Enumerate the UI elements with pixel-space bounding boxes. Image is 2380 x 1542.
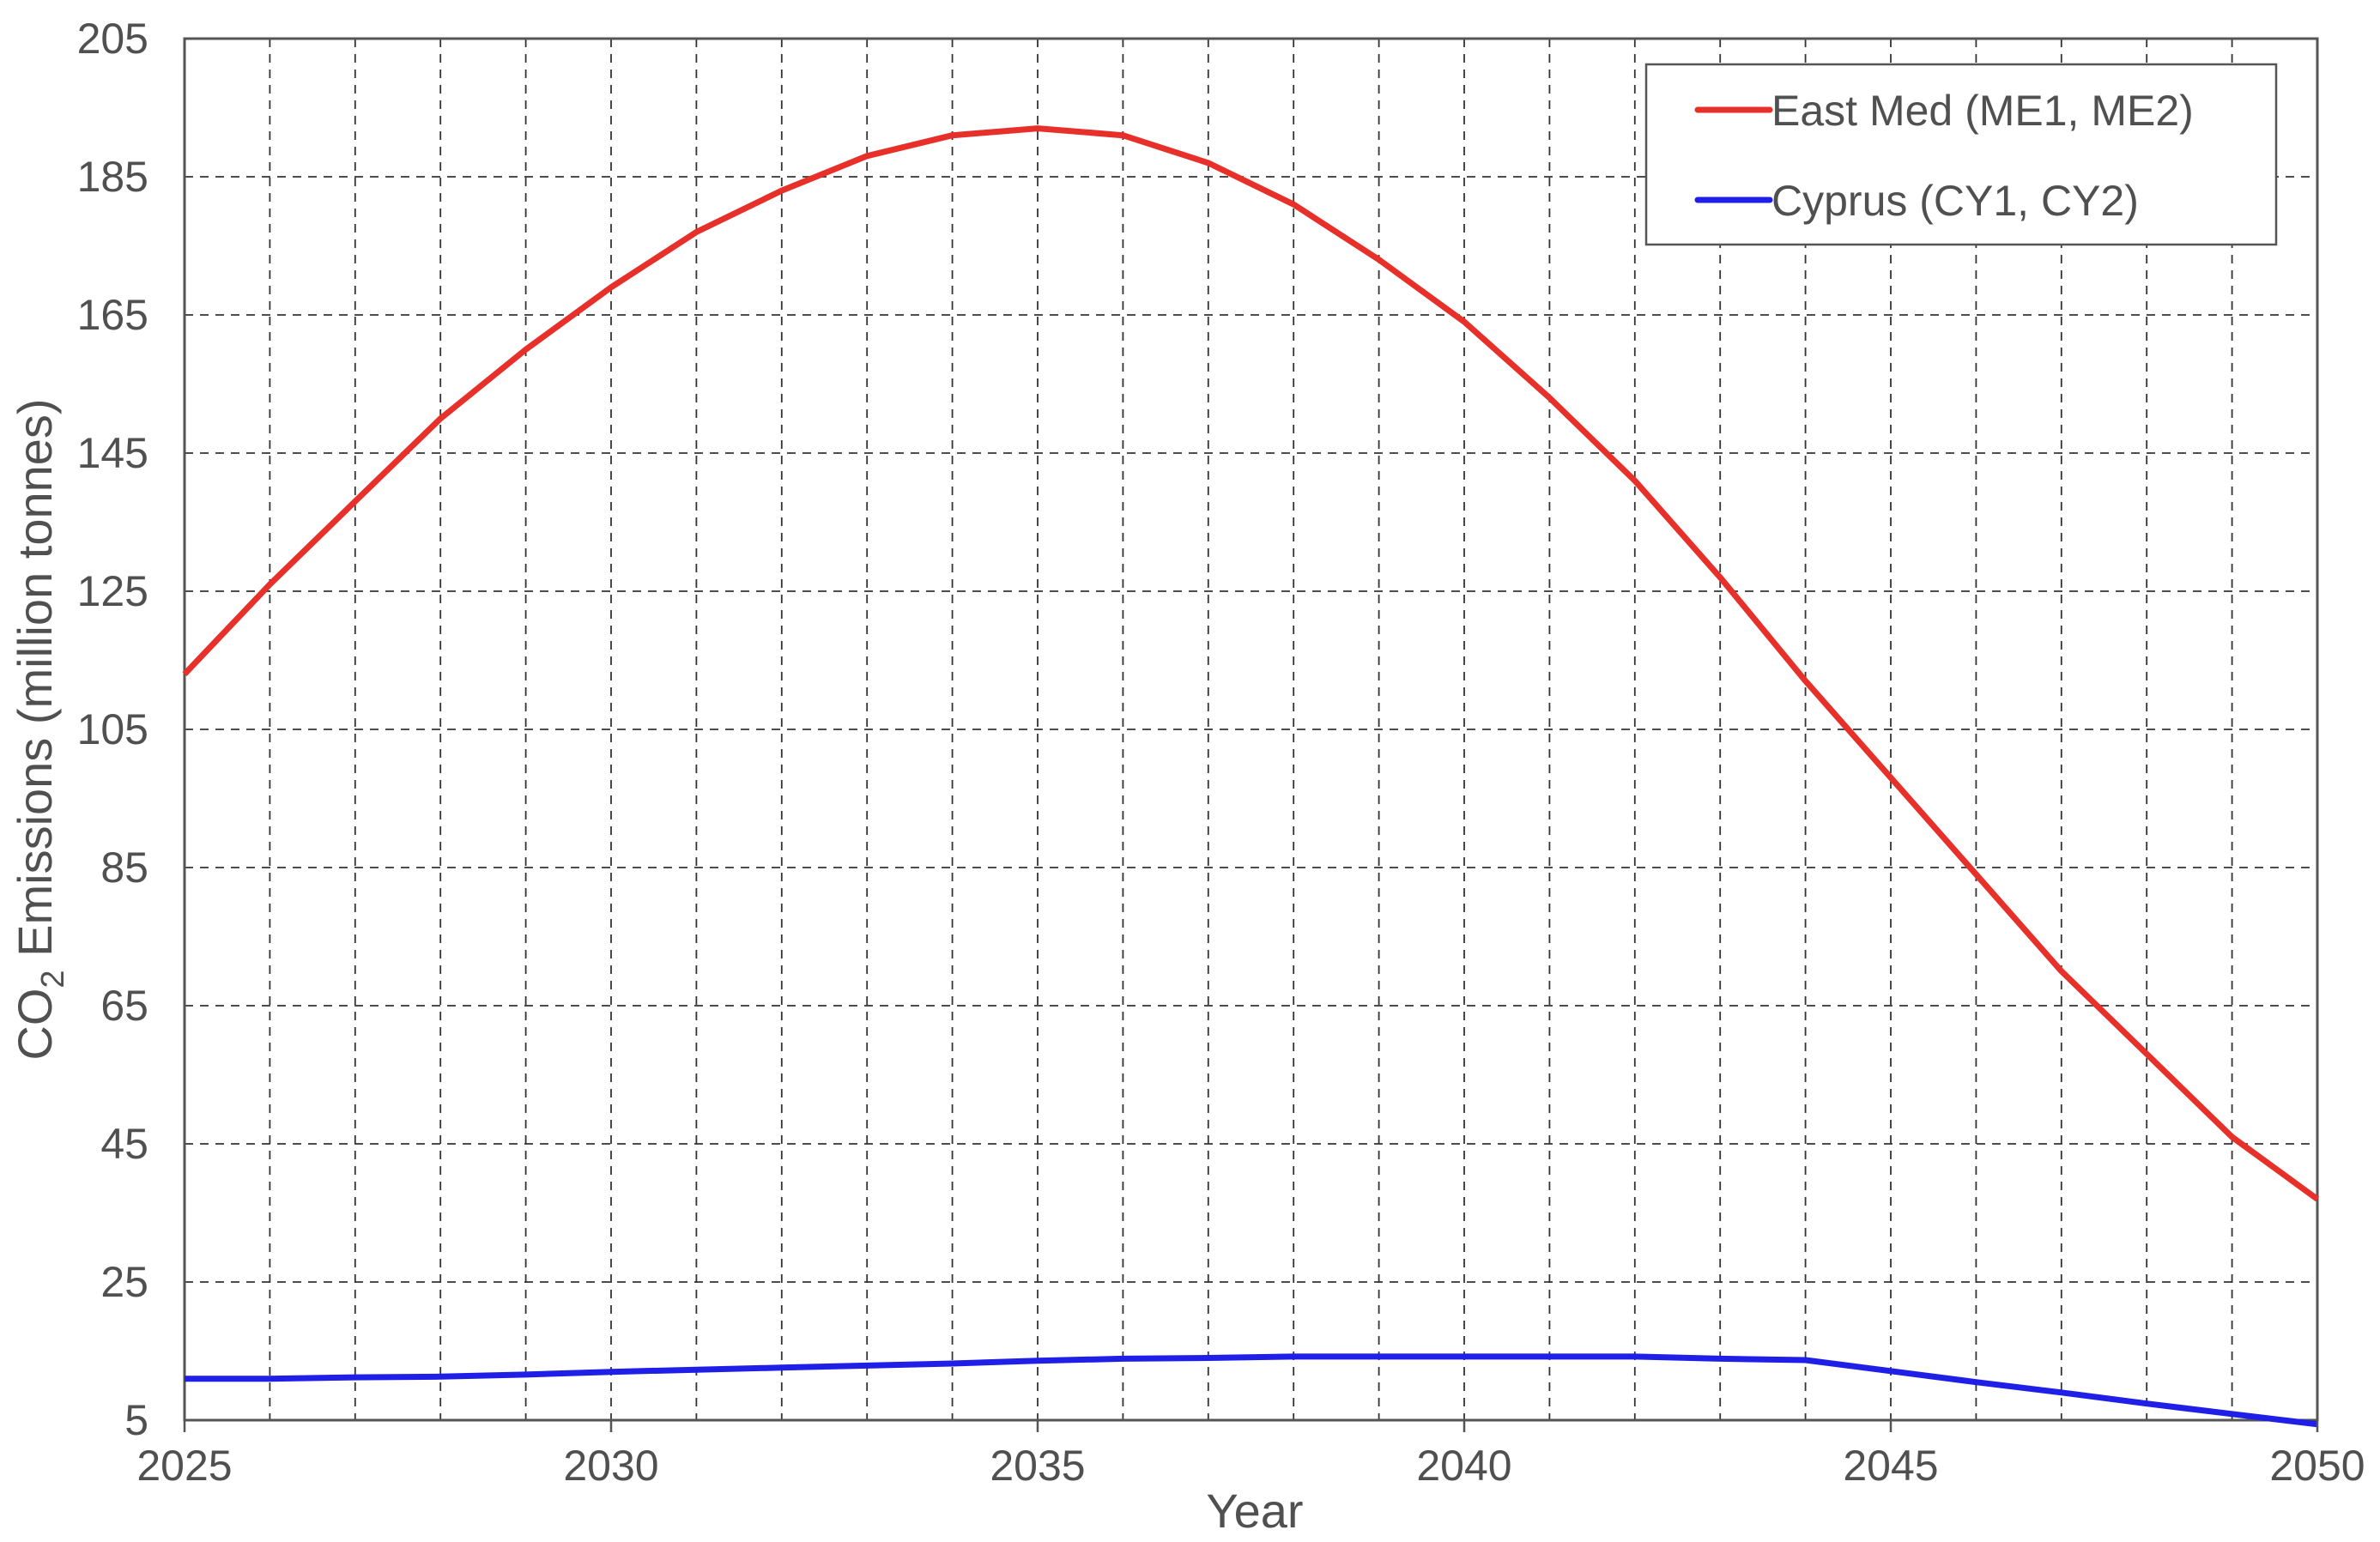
y-tick-label: 205 bbox=[77, 15, 148, 63]
y-tick-label: 25 bbox=[100, 1258, 148, 1306]
y-tick-label: 165 bbox=[77, 291, 148, 339]
x-tick-label: 2035 bbox=[990, 1442, 1085, 1490]
series-lines bbox=[182, 125, 2320, 1428]
y-tick-label: 45 bbox=[100, 1120, 148, 1168]
x-tick-label: 2025 bbox=[136, 1442, 232, 1490]
y-tick-label: 5 bbox=[124, 1396, 148, 1444]
legend: East Med (ME1, ME2) Cyprus (CY1, CY2) bbox=[1644, 63, 2278, 246]
plot-area-frame bbox=[183, 37, 2319, 1422]
series-line-east-med bbox=[182, 125, 2320, 1202]
series-line-cyprus bbox=[185, 1353, 2318, 1428]
y-tick-label: 145 bbox=[77, 429, 148, 477]
legend-label-cyprus: Cyprus (CY1, CY2) bbox=[1771, 177, 2139, 225]
x-tick-label: 2050 bbox=[2269, 1442, 2365, 1490]
legend-box bbox=[1644, 63, 2278, 246]
x-axis-tick-labels: 2025 2030 2035 2040 2045 2050 bbox=[136, 1420, 2365, 1490]
x-axis-title: Year bbox=[1206, 1484, 1303, 1538]
x-tick-label: 2040 bbox=[1416, 1442, 1511, 1490]
y-axis-title-suffix: Emissions (million tonnes) bbox=[8, 398, 62, 970]
y-axis-title: CO2 Emissions (million tonnes) bbox=[8, 398, 71, 1060]
legend-label-east-med: East Med (ME1, ME2) bbox=[1771, 87, 2194, 135]
x-tick-label: 2030 bbox=[563, 1442, 658, 1490]
y-tick-label: 185 bbox=[77, 153, 148, 201]
y-axis-title-prefix: CO bbox=[8, 989, 62, 1061]
grid bbox=[185, 39, 2317, 1420]
x-tick-label: 2045 bbox=[1843, 1442, 1938, 1490]
y-tick-label: 105 bbox=[77, 705, 148, 753]
y-axis-title-subscript: 2 bbox=[35, 970, 71, 988]
y-tick-label: 65 bbox=[100, 982, 148, 1030]
y-axis-tick-labels: 5 25 45 65 85 105 125 145 165 185 205 bbox=[77, 15, 148, 1444]
y-tick-label: 125 bbox=[77, 567, 148, 615]
y-tick-label: 85 bbox=[100, 844, 148, 892]
